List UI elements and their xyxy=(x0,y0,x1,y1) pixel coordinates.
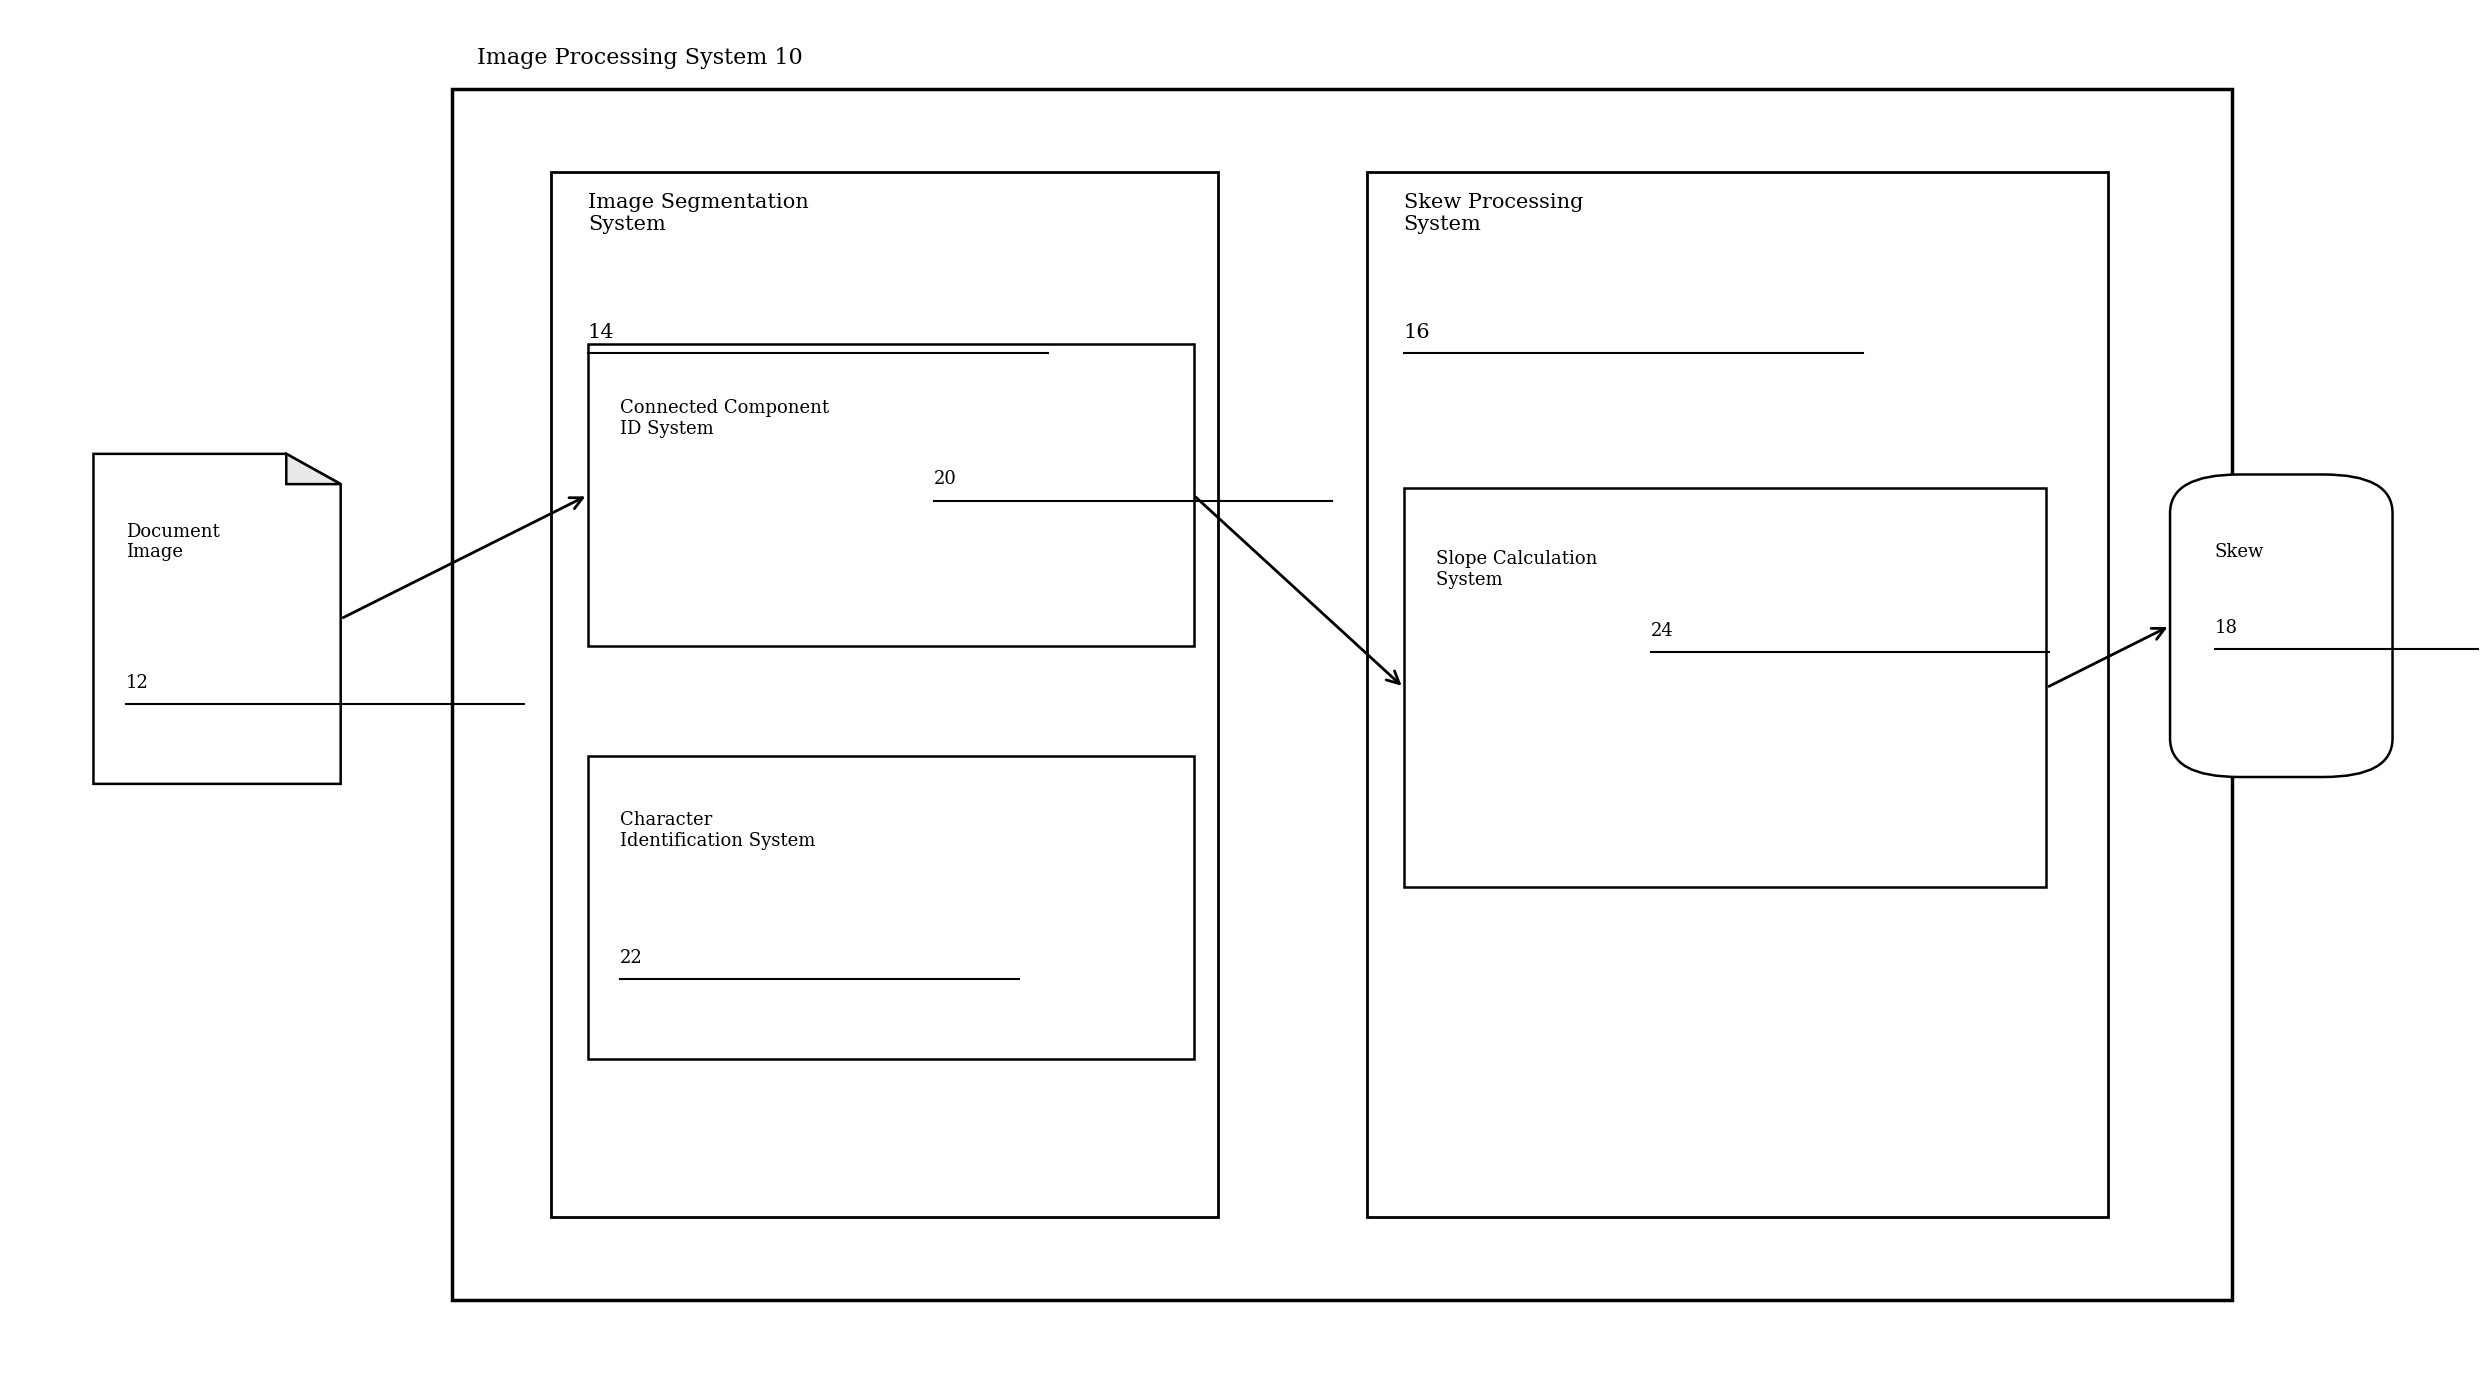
Bar xyxy=(552,172,1218,1217)
Text: Skew: Skew xyxy=(2215,543,2265,561)
Polygon shape xyxy=(286,454,341,485)
Bar xyxy=(587,757,1193,1058)
Text: Character
Identification System: Character Identification System xyxy=(619,811,815,871)
Text: Skew Processing
System: Skew Processing System xyxy=(1405,193,1584,233)
Text: 14: 14 xyxy=(587,324,614,342)
Text: 12: 12 xyxy=(127,674,149,692)
Text: Document
Image: Document Image xyxy=(127,522,219,561)
Polygon shape xyxy=(94,454,341,783)
Text: Slope Calculation
System: Slope Calculation System xyxy=(1437,550,1596,589)
Text: 22: 22 xyxy=(619,949,644,967)
Bar xyxy=(587,344,1193,646)
Bar xyxy=(1405,488,2046,888)
FancyBboxPatch shape xyxy=(2170,475,2392,776)
Text: Connected Component
ID System: Connected Component ID System xyxy=(619,399,830,438)
Text: Image Processing System 10: Image Processing System 10 xyxy=(477,47,803,69)
Text: 24: 24 xyxy=(1651,622,1673,639)
Bar xyxy=(452,89,2232,1300)
Bar xyxy=(1367,172,2108,1217)
Text: 16: 16 xyxy=(1405,324,1429,342)
Text: 20: 20 xyxy=(935,471,957,489)
Text: 18: 18 xyxy=(2215,619,2237,638)
Text: Image Segmentation
System: Image Segmentation System xyxy=(587,193,808,233)
